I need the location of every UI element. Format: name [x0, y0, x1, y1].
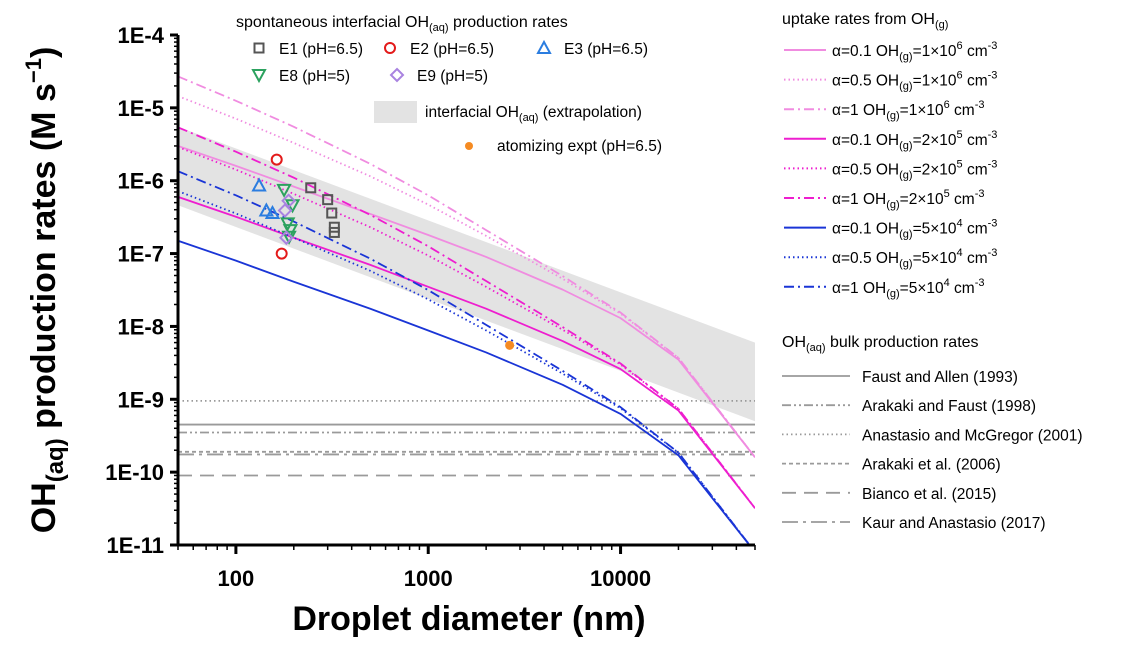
- y-tick-label: 1E-10: [105, 460, 164, 485]
- bulk-rate-lines: [178, 400, 755, 477]
- marker-e8-3: [280, 217, 296, 232]
- uptake-line-1: [178, 145, 755, 458]
- uptake-legend-label-1: α=0.1 OH(g)=1×106 cm-3: [832, 40, 997, 63]
- legend-marker-e1: [253, 42, 265, 54]
- legend-label-e2: E2 (pH=6.5): [410, 41, 494, 58]
- legend-label-e3: E3 (pH=6.5): [564, 41, 648, 58]
- atomizing-legend-label: atomizing expt (pH=6.5): [497, 138, 662, 155]
- bulk-legend-label-anastasio-and-mcgregor-2001: Anastasio and McGregor (2001): [862, 427, 1083, 444]
- legend-label-e8: E8 (pH=5): [279, 68, 350, 85]
- atomizing-point-1: [505, 340, 515, 350]
- axes: [170, 33, 756, 554]
- legend-label-e9: E9 (pH=5): [417, 68, 488, 85]
- extrapolation-band: [178, 126, 755, 422]
- marker-e1-5: [328, 226, 340, 238]
- marker-e1-3: [326, 207, 338, 219]
- uptake-legend-title: uptake rates from OH(g): [782, 11, 948, 31]
- bulk-legend-entries: Faust and Allen (1993) Arakaki and Faust …: [782, 369, 1083, 532]
- bulk-legend-label-faust-and-allen-1993: Faust and Allen (1993): [862, 369, 1018, 386]
- marker-e2-1: [270, 153, 283, 166]
- x-tick-label: 10000: [590, 566, 651, 591]
- x-axis-title: Droplet diameter (nm): [292, 600, 645, 638]
- bulk-legend: OH(aq) bulk production rates Faust and A…: [782, 334, 1083, 532]
- uptake-legend-label-5: α=0.5 OH(g)=2×105 cm-3: [832, 158, 997, 181]
- y-tick-label: 1E-8: [118, 314, 164, 339]
- marker-e2-2: [275, 247, 288, 260]
- marker-e8-4: [282, 224, 299, 239]
- y-tick-label: 1E-6: [118, 169, 164, 194]
- uptake-line-4: [178, 196, 755, 509]
- bulk-legend-title: OH(aq) bulk production rates: [782, 334, 979, 354]
- uptake-legend-label-6: α=1 OH(g)=2×105 cm-3: [832, 188, 985, 211]
- extrapolation-band-layer: [178, 126, 755, 422]
- uptake-line-6: [178, 126, 755, 509]
- x-tick-labels: 100 1000 10000: [218, 566, 652, 591]
- legend-label-e1: E1 (pH=6.5): [279, 41, 363, 58]
- uptake-legend: uptake rates from OH(g) α=0.1 OH(g)=1×10…: [782, 11, 997, 300]
- atomizing-markers: [505, 340, 515, 350]
- uptake-legend-label-8: α=0.5 OH(g)=5×104 cm-3: [832, 247, 997, 270]
- uptake-legend-entries: α=0.1 OH(g)=1×106 cm-3 α=0.5 OH(g)=1×106 …: [784, 40, 997, 300]
- bulk-legend-label-arakaki-and-faust-1998: Arakaki and Faust (1998): [862, 398, 1036, 415]
- bulk-legend-label-kaur-and-anastasio-2017: Kaur and Anastasio (2017): [862, 515, 1046, 532]
- uptake-legend-label-7: α=0.1 OH(g)=5×104 cm-3: [832, 218, 997, 241]
- y-axis-title: OH(aq) production rates (M s−1): [21, 47, 69, 534]
- legend-marker-e2: [384, 42, 396, 54]
- legend-marker-e8: [251, 69, 267, 84]
- experiment-markers: [251, 153, 340, 260]
- legend-marker-e3: [536, 39, 552, 54]
- y-tick-label: 1E-11: [107, 533, 165, 558]
- bulk-legend-label-arakaki-et-al-2006: Arakaki et al. (2006): [862, 457, 1001, 474]
- marker-e1-2: [322, 194, 334, 206]
- marker-e9-3: [278, 230, 294, 246]
- uptake-legend-label-3: α=1 OH(g)=1×106 cm-3: [832, 99, 985, 122]
- marker-e3-2: [258, 202, 275, 217]
- bulk-legend-label-bianco-et-al-2015: Bianco et al. (2015): [862, 486, 996, 503]
- experiment-legend-entries: E1 (pH=6.5) E2 (pH=6.5) E3 (pH=6.5) E8 (pH=…: [251, 39, 648, 85]
- y-tick-labels: 1E-4 1E-5 1E-6 1E-7 1E-8 1E-9 1E-10 1E-11: [105, 23, 164, 558]
- y-tick-label: 1E-9: [118, 387, 164, 412]
- uptake-line-7: [178, 239, 751, 545]
- marker-e9-2: [277, 203, 293, 218]
- uptake-legend-label-9: α=1 OH(g)=5×104 cm-3: [832, 277, 985, 300]
- band-legend-swatch: [374, 101, 417, 123]
- y-tick-label: 1E-7: [118, 242, 164, 267]
- spontaneous-legend: spontaneous interfacial OH(aq) productio…: [236, 14, 662, 155]
- x-tick-label: 1000: [404, 566, 453, 591]
- x-tick-label: 100: [218, 566, 255, 591]
- atomizing-legend-marker: [465, 142, 473, 150]
- marker-e3-1: [251, 177, 267, 192]
- band-legend-label: interfacial OH(aq) (extrapolation): [425, 104, 642, 124]
- uptake-line-3: [178, 75, 755, 458]
- marker-e1-1: [305, 182, 317, 194]
- legend-marker-e9: [389, 67, 405, 83]
- y-tick-label: 1E-4: [118, 23, 165, 48]
- y-tick-label: 1E-5: [118, 96, 164, 121]
- marker-e8-1: [276, 183, 292, 198]
- marker-e3-3: [264, 204, 281, 220]
- uptake-legend-label-2: α=0.5 OH(g)=1×106 cm-3: [832, 70, 997, 93]
- spontaneous-legend-title: spontaneous interfacial OH(aq) productio…: [236, 14, 568, 34]
- uptake-legend-label-4: α=0.1 OH(g)=2×105 cm-3: [832, 129, 997, 152]
